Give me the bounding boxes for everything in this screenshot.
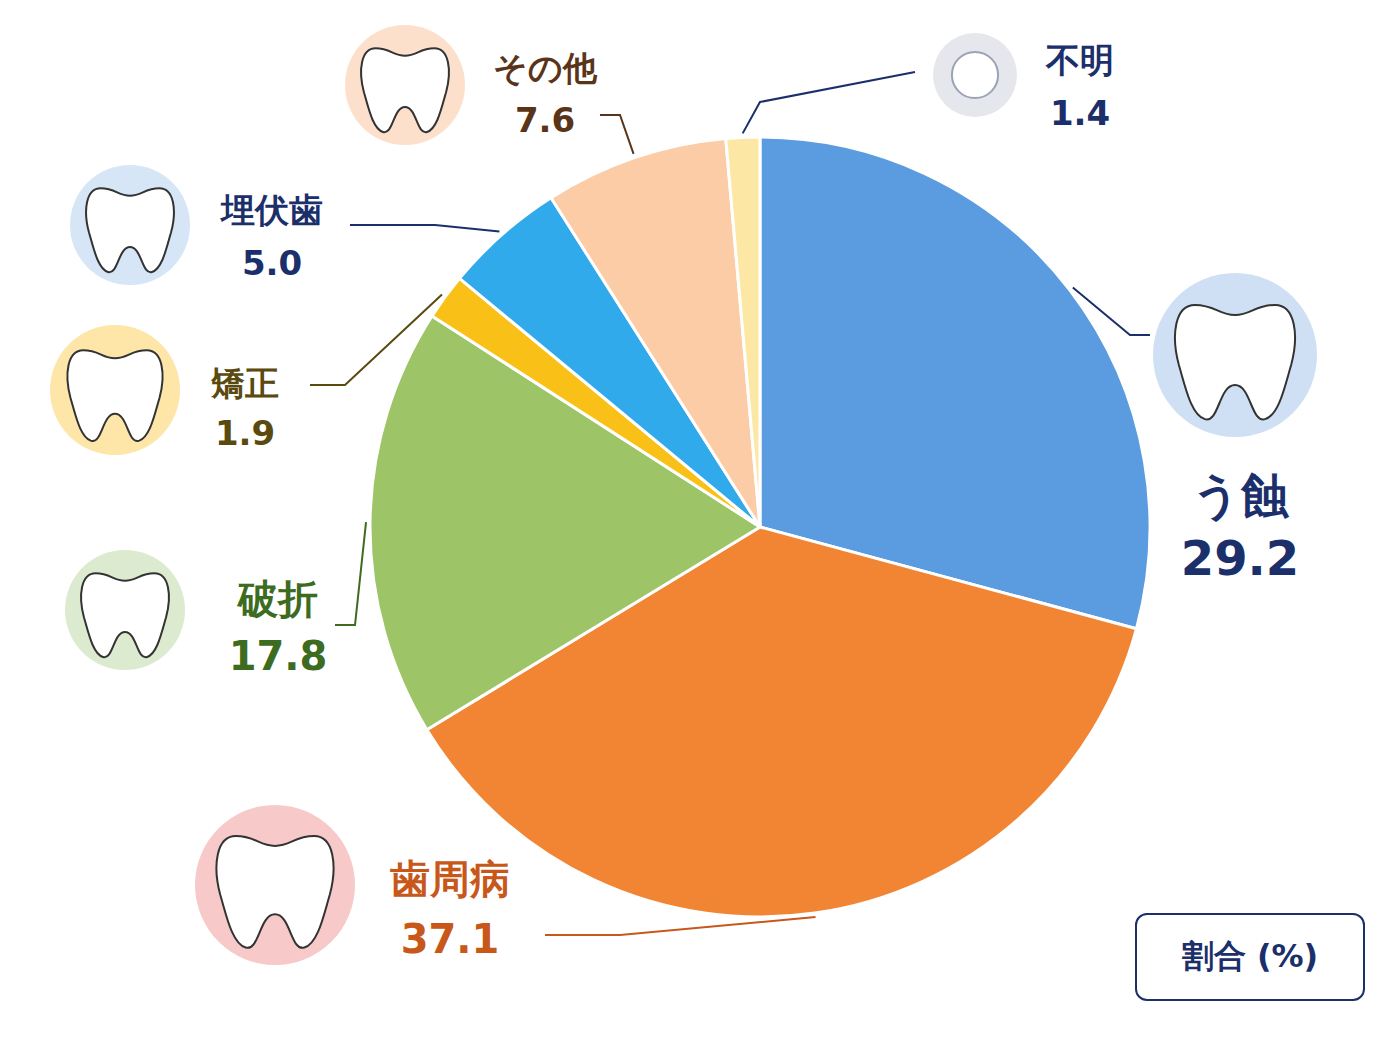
svg-text:29.2: 29.2: [1181, 530, 1299, 586]
svg-text:37.1: 37.1: [401, 916, 500, 962]
svg-text:17.8: 17.8: [229, 633, 328, 679]
svg-text:う蝕: う蝕: [1192, 467, 1290, 523]
svg-text:1.4: 1.4: [1050, 93, 1110, 133]
svg-text:破折: 破折: [236, 576, 318, 622]
svg-text:1.9: 1.9: [215, 413, 275, 453]
svg-text:5.0: 5.0: [242, 243, 302, 283]
svg-text:7.6: 7.6: [515, 100, 575, 140]
svg-text:矯正: 矯正: [210, 363, 279, 403]
svg-text:その他: その他: [493, 48, 598, 88]
svg-text:不明: 不明: [1045, 40, 1114, 80]
svg-text:埋伏歯: 埋伏歯: [219, 190, 323, 230]
svg-text:歯周病: 歯周病: [390, 856, 510, 902]
html-text:割合 (%): 割合 (%): [1181, 937, 1319, 975]
